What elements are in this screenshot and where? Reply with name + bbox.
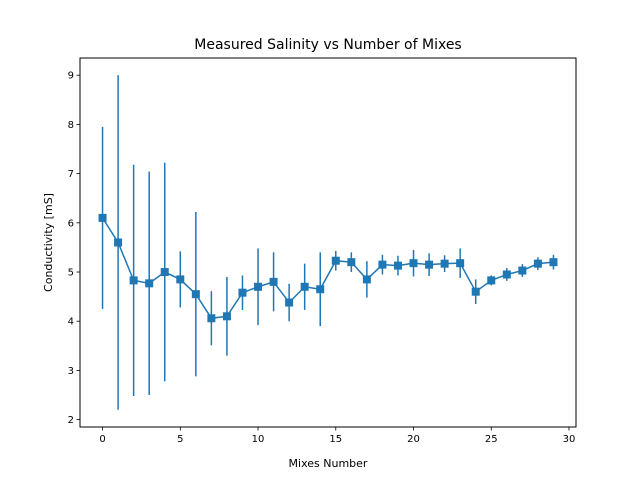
y-tick-label-7: 7 [68, 169, 74, 180]
data-point-8 [222, 312, 231, 321]
data-point-11 [269, 277, 278, 286]
data-point-10 [254, 282, 263, 291]
y-tick-label-3: 3 [68, 366, 74, 377]
y-tick-label-4: 4 [68, 317, 74, 328]
data-point-16 [347, 258, 356, 267]
axes: 0 5 10 15 20 25 30 2 3 4 5 6 7 8 9 [68, 71, 576, 445]
y-axis-label: Conductivity [mS] [42, 193, 55, 292]
data-point-18 [378, 260, 387, 269]
x-axis-label: Mixes Number [289, 457, 368, 470]
data-point-1 [114, 238, 123, 247]
y-tick-label-6: 6 [68, 218, 74, 229]
data-point-0 [98, 213, 107, 222]
data-point-15 [331, 256, 340, 265]
data-point-3 [145, 279, 154, 288]
y-tick-label-9: 9 [68, 71, 74, 82]
data-point-6 [191, 290, 200, 299]
y-tick-label-2: 2 [68, 415, 74, 426]
x-tick-label-30: 30 [563, 434, 576, 445]
x-tick-label-20: 20 [407, 434, 420, 445]
plot-area [98, 75, 558, 410]
data-point-19 [393, 261, 402, 270]
data-point-23 [456, 259, 465, 268]
data-point-24 [471, 287, 480, 296]
data-point-7 [207, 314, 216, 323]
data-point-22 [440, 259, 449, 268]
x-tick-label-15: 15 [329, 434, 342, 445]
data-point-17 [362, 275, 371, 284]
data-point-29 [549, 258, 558, 267]
x-tick-label-25: 25 [485, 434, 498, 445]
data-point-20 [409, 259, 418, 268]
y-tick-label-8: 8 [68, 120, 74, 131]
data-point-25 [487, 276, 496, 285]
data-point-28 [533, 259, 542, 268]
x-tick-label-10: 10 [252, 434, 265, 445]
chart-title: Measured Salinity vs Number of Mixes [194, 37, 461, 53]
data-point-5 [176, 275, 185, 284]
data-point-13 [300, 282, 309, 291]
x-tick-label-0: 0 [99, 434, 105, 445]
data-point-21 [425, 260, 434, 269]
plot-frame [79, 57, 577, 428]
data-point-2 [129, 276, 138, 285]
y-tick-label-5: 5 [68, 268, 74, 279]
data-point-27 [518, 266, 527, 275]
data-point-14 [316, 285, 325, 294]
data-point-9 [238, 288, 247, 297]
data-point-26 [502, 270, 511, 279]
data-point-4 [160, 268, 169, 277]
x-tick-label-5: 5 [177, 434, 183, 445]
data-point-12 [285, 298, 294, 307]
